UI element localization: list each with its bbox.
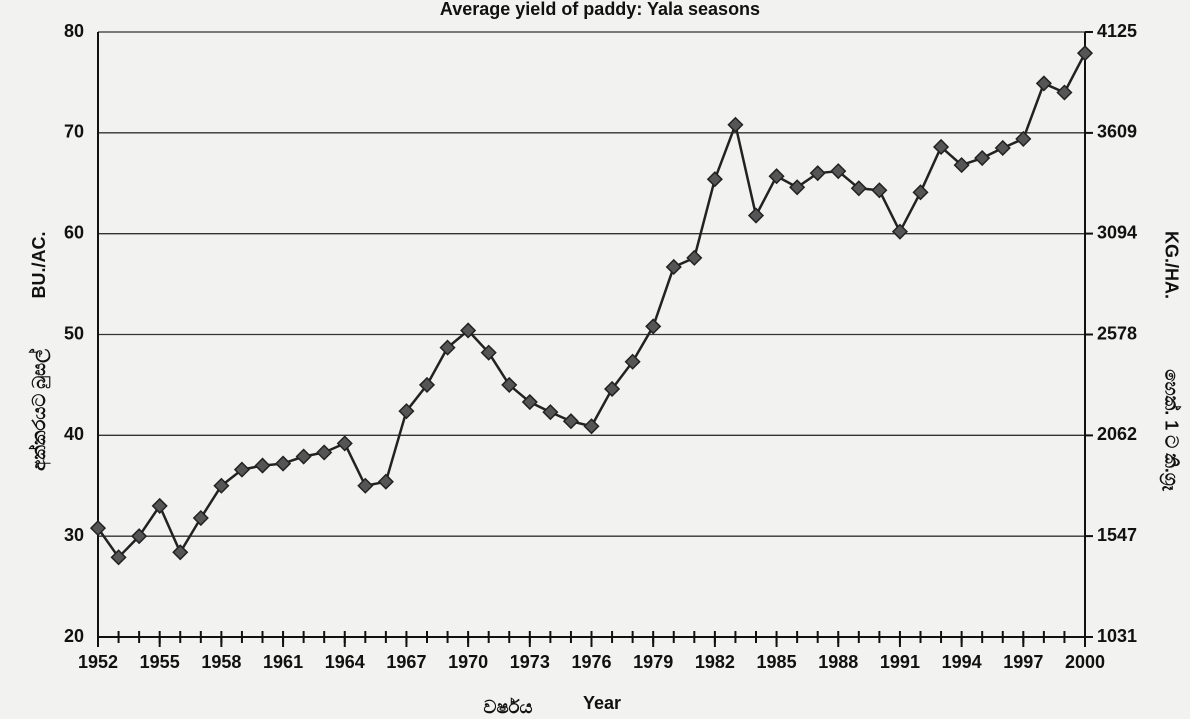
data-point xyxy=(1035,75,1052,92)
y2-tick-label: 2578 xyxy=(1097,323,1137,343)
x-tick-label: 1976 xyxy=(571,652,611,672)
x-axis-label: Year xyxy=(583,693,621,713)
data-point xyxy=(933,138,950,156)
y-tick-label: 80 xyxy=(64,21,84,41)
data-point xyxy=(1076,45,1094,62)
data-point xyxy=(645,318,662,335)
data-point xyxy=(275,455,292,472)
data-point xyxy=(357,477,374,494)
data-point xyxy=(377,473,394,490)
x-tick-label: 1958 xyxy=(201,652,241,672)
y-tick-label: 50 xyxy=(64,323,84,343)
data-point xyxy=(850,180,867,197)
data-point xyxy=(665,258,682,276)
y-tick-label: 60 xyxy=(64,222,84,242)
y-tick-label: 40 xyxy=(64,424,84,444)
y2-axis-label-sinhala: හෙක්. 1 ට කි.ග්‍රෑ xyxy=(1159,369,1182,491)
x-tick-label: 1991 xyxy=(880,652,920,672)
x-tick-label: 2000 xyxy=(1065,652,1105,672)
data-point xyxy=(172,544,189,561)
x-tick-label: 1979 xyxy=(633,652,673,672)
x-tick-label: 1988 xyxy=(818,652,858,672)
data-point xyxy=(974,149,991,167)
y2-tick-label: 1031 xyxy=(1097,626,1137,646)
y2-axis-label: KG./HA. xyxy=(1161,231,1181,299)
data-point xyxy=(501,376,518,393)
x-tick-label: 1994 xyxy=(942,652,982,672)
data-point xyxy=(336,435,353,452)
data-point xyxy=(110,549,127,566)
data-point xyxy=(131,528,148,545)
x-tick-label: 1997 xyxy=(1003,652,1043,672)
data-point xyxy=(1015,130,1032,147)
data-point xyxy=(521,393,538,411)
x-tick-label: 1970 xyxy=(448,652,488,672)
data-point xyxy=(562,413,579,430)
x-axis-label-sinhala: වර්ෂය xyxy=(484,696,533,717)
data-point xyxy=(439,339,456,356)
data-point xyxy=(624,353,641,370)
x-tick-label: 1952 xyxy=(78,652,118,672)
data-point xyxy=(891,223,908,240)
data-point xyxy=(768,168,785,185)
data-point xyxy=(1056,84,1073,101)
data-point xyxy=(480,344,497,361)
data-point xyxy=(418,376,436,393)
data-point xyxy=(686,249,703,266)
data-point xyxy=(747,207,765,224)
data-point xyxy=(295,448,312,465)
x-tick-label: 1982 xyxy=(695,652,735,672)
data-point xyxy=(233,461,250,478)
data-point xyxy=(830,163,847,180)
data-point xyxy=(706,171,723,188)
x-tick-label: 1967 xyxy=(386,652,426,672)
data-point xyxy=(583,418,600,435)
data-point xyxy=(953,157,970,174)
data-point xyxy=(542,404,559,421)
y2-tick-label: 4125 xyxy=(1097,21,1137,41)
y2-tick-label: 3609 xyxy=(1097,122,1137,142)
y-axis-label-sinhala: අක්කරයට බුසල් xyxy=(28,348,51,471)
data-point xyxy=(727,116,744,133)
data-point xyxy=(460,322,477,339)
x-tick-label: 1955 xyxy=(140,652,180,672)
chart-title: Average yield of paddy: Yala seasons xyxy=(440,0,760,19)
x-tick-label: 1961 xyxy=(263,652,303,672)
data-point xyxy=(994,139,1011,157)
data-point xyxy=(789,179,806,196)
data-point xyxy=(604,380,621,398)
y2-tick-label: 2062 xyxy=(1097,424,1137,444)
y2-tick-label: 1547 xyxy=(1097,525,1137,545)
data-point xyxy=(809,165,826,182)
y-tick-label: 30 xyxy=(64,525,84,545)
y-tick-label: 70 xyxy=(64,122,84,142)
data-point xyxy=(398,403,415,420)
data-point xyxy=(213,477,230,494)
x-tick-label: 1964 xyxy=(325,652,365,672)
data-point xyxy=(912,184,929,201)
data-point xyxy=(192,509,209,527)
data-point xyxy=(89,520,107,537)
data-line xyxy=(96,52,1087,560)
x-tick-label: 1985 xyxy=(757,652,797,672)
data-point xyxy=(151,497,168,514)
data-point xyxy=(871,182,888,199)
y-tick-label: 20 xyxy=(64,626,84,646)
data-point xyxy=(254,457,271,474)
y2-tick-label: 3094 xyxy=(1097,222,1137,242)
x-tick-label: 1973 xyxy=(510,652,550,672)
y-axis-label: BU./AC. xyxy=(29,232,49,299)
data-point xyxy=(316,444,333,461)
